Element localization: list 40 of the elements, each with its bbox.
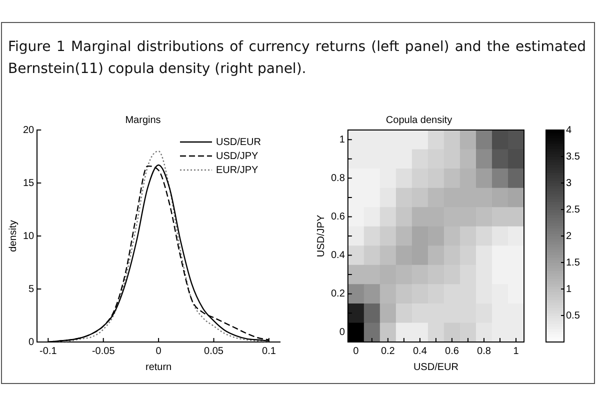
y-tick-label: 20: [23, 124, 35, 136]
color-bar-label: 3.5: [566, 151, 580, 162]
x-tick-label: -0.05: [92, 346, 116, 357]
y-tick-label: 0.2: [330, 288, 346, 300]
color-bar-label: 4: [566, 124, 572, 136]
color-bar-label: 0.5: [566, 310, 580, 322]
y-axis-title: density: [8, 220, 19, 252]
color-bar-label: 3: [566, 178, 572, 189]
legend-label: USD/EUR: [216, 136, 262, 148]
x-tick-label: 0.1: [262, 346, 276, 357]
x-tick-label: -0.1: [40, 346, 58, 357]
legend-label: USD/JPY: [216, 150, 259, 162]
color-bar-label: 1: [566, 284, 572, 295]
color-bar-label: 2.5: [566, 204, 580, 216]
y-tick-label: 0.6: [330, 211, 346, 222]
x-tick-label: 0.4: [412, 346, 428, 357]
x-tick-label: 1: [513, 346, 520, 357]
y-tick-label: 10: [23, 230, 35, 242]
x-tick-label: 0.6: [445, 346, 460, 357]
y-tick-label: 0.4: [330, 250, 346, 262]
chart-title: Copula density: [386, 114, 452, 126]
y-tick-label: 0: [28, 336, 35, 348]
color-bar-label: 2: [566, 230, 572, 242]
y-tick-label: 15: [23, 178, 35, 189]
legend-label: EUR/JPY: [216, 164, 259, 176]
y-tick-label: 5: [28, 284, 35, 295]
x-tick-label: 0.8: [477, 346, 492, 357]
color-bar-label: 1.5: [566, 257, 580, 268]
y-axis-title: USD/JPY: [316, 214, 327, 258]
x-tick-label: 0.05: [204, 346, 224, 357]
y-tick-label: 0.8: [330, 172, 346, 184]
y-tick-label: 0: [339, 327, 346, 338]
x-tick-label: 0.2: [380, 346, 396, 357]
chart-title: Margins: [125, 114, 161, 126]
x-tick-label: 0: [353, 346, 360, 357]
x-axis-title: USD/EUR: [413, 362, 458, 373]
x-axis-title: return: [146, 362, 172, 373]
y-tick-label: 1: [339, 134, 346, 146]
caption: Figure 1 Marginal distributions of currency returns (left panel) and the estimated Bernstein(11) copula density (right panel).: [8, 38, 586, 79]
x-tick-label: 0: [156, 346, 162, 357]
